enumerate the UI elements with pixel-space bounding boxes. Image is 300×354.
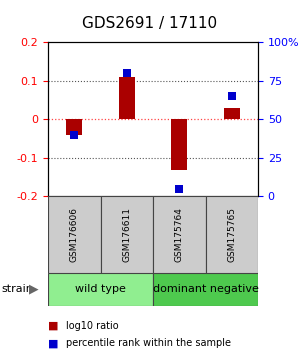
Bar: [119, 77, 135, 120]
Text: GSM175765: GSM175765: [227, 207, 236, 262]
Bar: [100, 196, 153, 273]
Text: ▶: ▶: [28, 283, 38, 296]
Bar: [153, 273, 258, 306]
Point: [177, 186, 182, 192]
Text: ■: ■: [48, 321, 58, 331]
Text: GSM176606: GSM176606: [70, 207, 79, 262]
Bar: [224, 108, 240, 120]
Text: wild type: wild type: [75, 284, 126, 295]
Bar: [171, 120, 187, 170]
Point: [124, 70, 129, 76]
Bar: [66, 120, 82, 135]
Text: GSM175764: GSM175764: [175, 207, 184, 262]
Text: strain: strain: [2, 284, 33, 295]
Point: [72, 132, 77, 138]
Bar: [48, 196, 100, 273]
Text: GDS2691 / 17110: GDS2691 / 17110: [82, 16, 218, 31]
Text: percentile rank within the sample: percentile rank within the sample: [66, 338, 231, 348]
Text: GSM176611: GSM176611: [122, 207, 131, 262]
Text: log10 ratio: log10 ratio: [66, 321, 118, 331]
Bar: [206, 196, 258, 273]
Bar: [153, 196, 206, 273]
Text: ■: ■: [48, 338, 58, 348]
Point: [230, 93, 234, 99]
Bar: [48, 273, 153, 306]
Text: dominant negative: dominant negative: [153, 284, 258, 295]
